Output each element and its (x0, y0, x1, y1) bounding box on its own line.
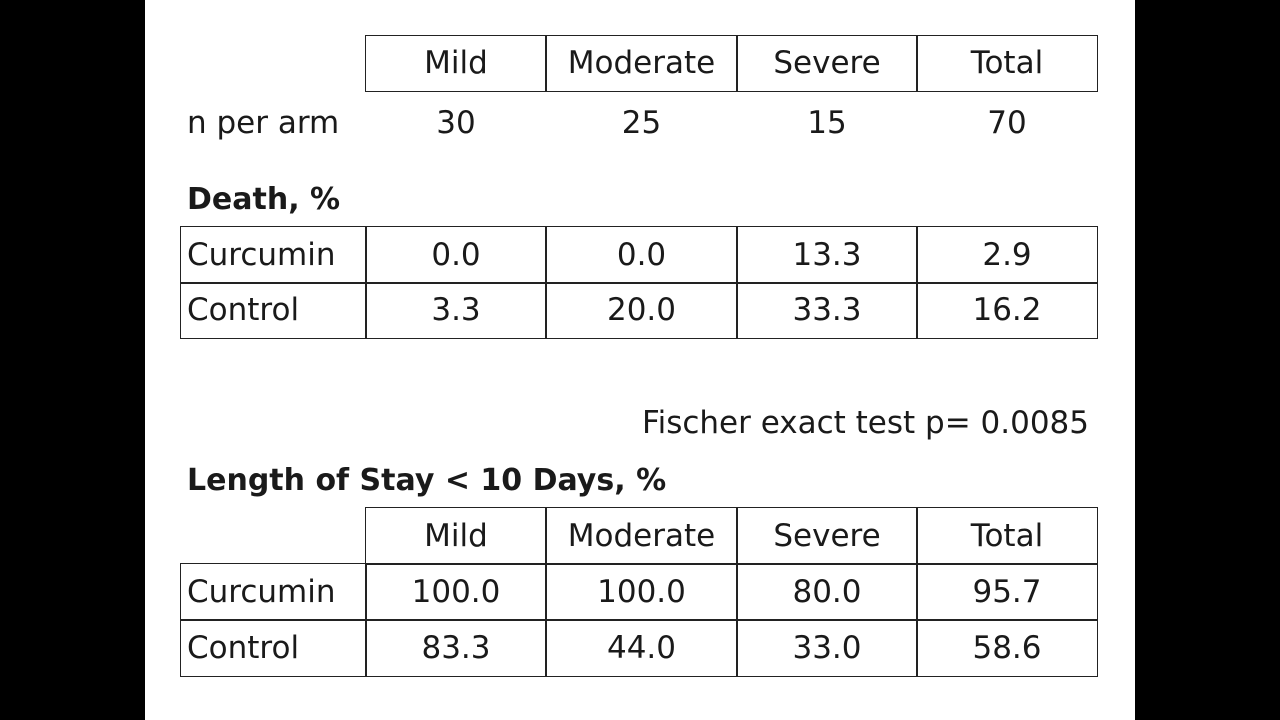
n-per-arm-total: 70 (987, 104, 1027, 141)
los-control-total: 58.6 (916, 619, 1098, 677)
n-per-arm-severe: 15 (807, 104, 847, 141)
slide-page: Mild Moderate Severe Total n per arm 30 … (145, 0, 1135, 720)
header-total: Total (916, 35, 1098, 92)
header-severe: Severe (736, 35, 918, 92)
death-control-moderate: 20.0 (545, 282, 738, 339)
los-header-moderate: Moderate (545, 507, 738, 565)
n-per-arm-moderate: 25 (621, 104, 662, 141)
n-per-arm-mild: 30 (436, 104, 476, 141)
los-header-severe: Severe (736, 507, 918, 565)
los-curcumin-severe: 80.0 (736, 563, 918, 621)
death-control-total: 16.2 (916, 282, 1098, 339)
los-curcumin-total: 95.7 (916, 563, 1098, 621)
fischer-test-note: Fischer exact test p= 0.0085 (642, 405, 1089, 441)
death-heading: Death, % (187, 182, 341, 217)
los-control-severe: 33.0 (736, 619, 918, 677)
death-control-severe: 33.3 (736, 282, 918, 339)
death-control-mild: 3.3 (365, 282, 547, 339)
death-row-control-label: Control (180, 282, 367, 339)
death-curcumin-mild: 0.0 (365, 226, 547, 284)
los-row-curcumin-label: Curcumin (180, 563, 367, 621)
los-heading: Length of Stay < 10 Days, % (187, 463, 667, 498)
header-moderate: Moderate (545, 35, 738, 92)
los-control-mild: 83.3 (365, 619, 547, 677)
los-header-total: Total (916, 507, 1098, 565)
los-control-moderate: 44.0 (545, 619, 738, 677)
death-curcumin-severe: 13.3 (736, 226, 918, 284)
n-per-arm-label: n per arm (187, 104, 340, 141)
header-mild: Mild (365, 35, 547, 92)
los-curcumin-moderate: 100.0 (545, 563, 738, 621)
los-curcumin-mild: 100.0 (365, 563, 547, 621)
los-header-mild: Mild (365, 507, 547, 565)
death-row-curcumin-label: Curcumin (180, 226, 367, 284)
los-row-control-label: Control (180, 619, 367, 677)
death-curcumin-total: 2.9 (916, 226, 1098, 284)
death-curcumin-moderate: 0.0 (545, 226, 738, 284)
